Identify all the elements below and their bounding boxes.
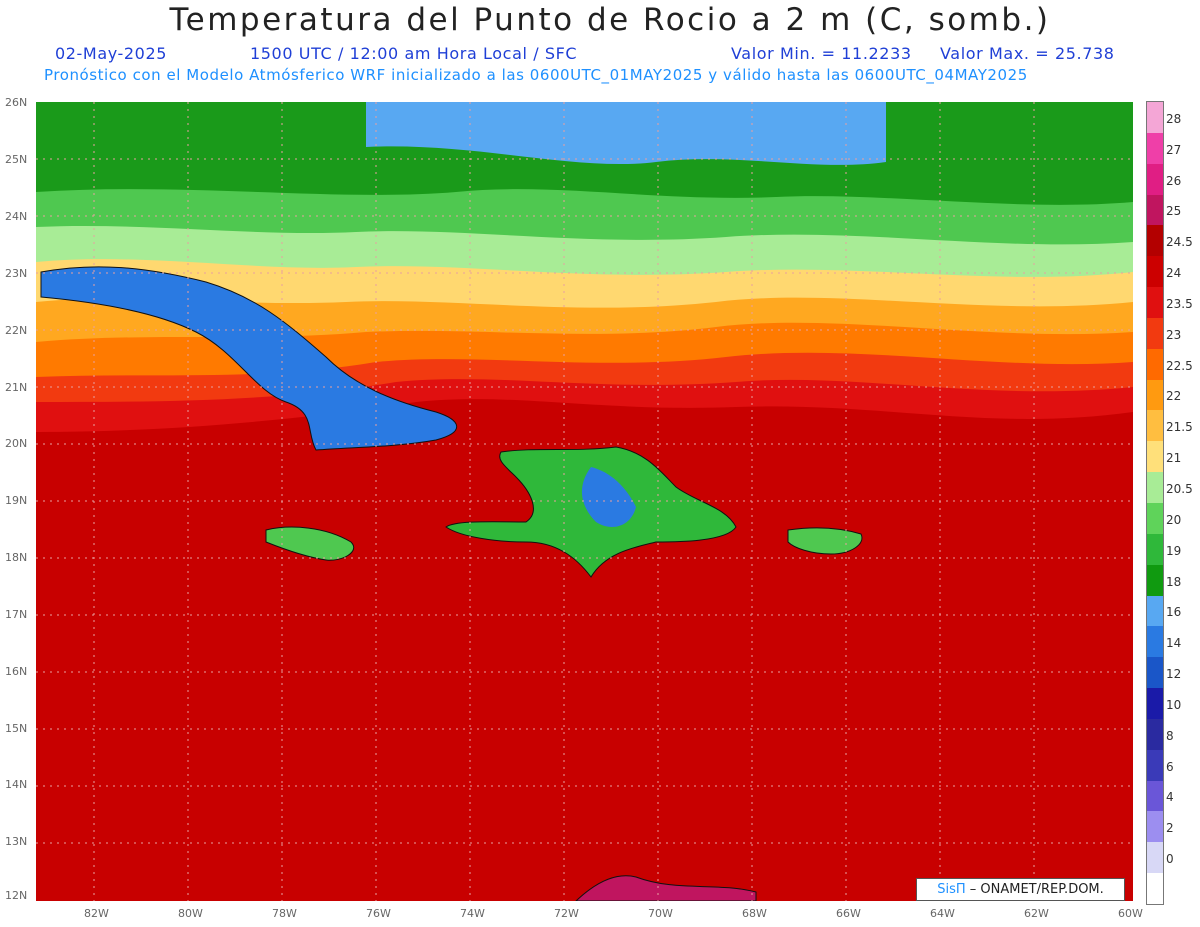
colorbar-label: 22 (1166, 389, 1182, 404)
colorbar-segment (1147, 256, 1163, 288)
credit-text: – ONAMET/REP.DOM. (969, 882, 1104, 897)
lat-label: 24N (5, 210, 28, 223)
lat-label: 22N (5, 324, 28, 337)
lat-label: 18N (5, 551, 28, 564)
map-title: Temperatura del Punto de Rocio a 2 m (C,… (169, 2, 1051, 38)
colorbar-segment (1147, 595, 1163, 627)
lon-label: 76W (366, 907, 391, 920)
lon-label: 64W (930, 907, 955, 920)
lat-label: 23N (5, 267, 28, 280)
lon-label: 70W (648, 907, 673, 920)
jamaica-island (265, 526, 354, 561)
colorbar-label: 20.5 (1166, 482, 1193, 496)
lat-label: 15N (5, 722, 28, 735)
colorbar-segment (1147, 657, 1163, 689)
colorbar-label: 27 (1166, 142, 1182, 157)
band-16-north (366, 102, 886, 165)
colorbar-label: 14 (1166, 636, 1182, 651)
lon-label: 80W (178, 907, 203, 920)
colorbar-label: 16 (1166, 605, 1182, 620)
lat-label: 14N (5, 778, 28, 791)
max-value: Valor Max. = 25.738 (940, 44, 1115, 63)
south-coast (575, 875, 757, 901)
cuba-island (40, 266, 458, 451)
colorbar-label: 12 (1166, 667, 1182, 682)
colorbar-label: 28 (1166, 111, 1182, 126)
colorbar-label: 26 (1166, 173, 1182, 188)
lat-label: 26N (5, 96, 28, 109)
colorbar-segment (1147, 102, 1163, 134)
colorbar-segment (1147, 811, 1163, 843)
colorbar-label: 24 (1166, 266, 1182, 281)
dewpoint-map (36, 102, 1133, 901)
lon-label: 60W (1118, 907, 1143, 920)
forecast-time: 1500 UTC / 12:00 am Hora Local / SFC (250, 44, 578, 63)
colorbar-label: 21 (1166, 451, 1182, 466)
colorbar-segment (1147, 842, 1163, 874)
lon-label: 74W (460, 907, 485, 920)
lat-label: 16N (5, 665, 28, 678)
lat-label: 21N (5, 381, 28, 394)
colorbar-label: 6 (1166, 759, 1174, 774)
colorbar-segment (1147, 348, 1163, 381)
colorbar-segment (1147, 163, 1163, 196)
colorbar-segment (1147, 287, 1163, 319)
colorbar-label: 0 (1166, 852, 1174, 867)
colorbar-label: 21.5 (1166, 420, 1193, 435)
lat-label: 20N (5, 437, 28, 450)
colorbar-segment (1147, 503, 1163, 535)
colorbar-label: 23 (1166, 327, 1182, 342)
lon-label: 62W (1024, 907, 1049, 920)
colorbar-segment (1147, 873, 1163, 905)
colorbar-segment (1147, 564, 1163, 597)
colorbar-label: 2 (1166, 821, 1174, 836)
colorbar-segment (1147, 132, 1163, 165)
colorbar-segment (1147, 472, 1163, 504)
lat-label: 25N (5, 153, 28, 166)
colorbar-segment (1147, 626, 1163, 658)
colorbar-label: 24.5 (1166, 235, 1193, 250)
colorbar-segment (1147, 194, 1163, 226)
lat-label: 13N (5, 835, 28, 848)
credit-box: SisΠ – ONAMET/REP.DOM. (916, 878, 1125, 901)
colorbar-segment (1147, 533, 1163, 566)
hispaniola-highlands (581, 467, 636, 527)
colorbar-label: 10 (1166, 697, 1182, 712)
colorbar-segment (1147, 410, 1163, 442)
colorbar-label: 19 (1166, 543, 1182, 558)
lat-label: 12N (5, 889, 28, 902)
lon-label: 68W (742, 907, 767, 920)
colorbar-segment (1147, 441, 1163, 473)
lon-label: 78W (272, 907, 297, 920)
forecast-date: 02-May-2025 (55, 44, 168, 63)
map-panel (36, 102, 1133, 901)
colorbar-segment (1147, 688, 1163, 720)
colorbar-segment (1147, 718, 1163, 751)
puerto-rico-island (787, 527, 863, 555)
colorbar-label: 25 (1166, 204, 1182, 219)
lat-label: 19N (5, 494, 28, 507)
min-value: Valor Min. = 11.2233 (731, 44, 912, 63)
lon-label: 72W (554, 907, 579, 920)
colorbar-label: 18 (1166, 574, 1182, 589)
colorbar-segment (1147, 379, 1163, 411)
lon-label: 66W (836, 907, 861, 920)
map-grid (36, 102, 1133, 901)
colorbar (1146, 101, 1164, 905)
lon-label: 82W (84, 907, 109, 920)
colorbar-label: 23.5 (1166, 296, 1193, 311)
lat-label: 17N (5, 608, 28, 621)
colorbar-label: 8 (1166, 728, 1174, 743)
colorbar-segment (1147, 317, 1163, 350)
credit-brand: SisΠ (937, 882, 966, 897)
colorbar-label: 4 (1166, 790, 1174, 805)
colorbar-segment (1147, 780, 1163, 812)
colorbar-label: 20 (1166, 512, 1182, 527)
colorbar-segment (1147, 225, 1163, 257)
colorbar-label: 22.5 (1166, 358, 1193, 373)
colorbar-segment (1147, 749, 1163, 782)
model-info: Pronóstico con el Modelo Atmósferico WRF… (44, 66, 1028, 84)
